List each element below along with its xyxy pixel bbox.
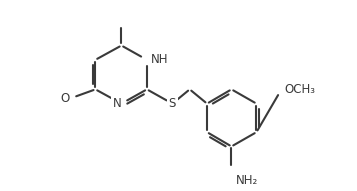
- Text: O: O: [285, 83, 294, 96]
- Text: O: O: [61, 92, 70, 105]
- Text: N: N: [113, 97, 121, 110]
- Text: NH₂: NH₂: [236, 174, 258, 187]
- Text: S: S: [169, 97, 176, 110]
- Text: NH: NH: [151, 53, 169, 66]
- Text: OCH₃: OCH₃: [285, 83, 316, 96]
